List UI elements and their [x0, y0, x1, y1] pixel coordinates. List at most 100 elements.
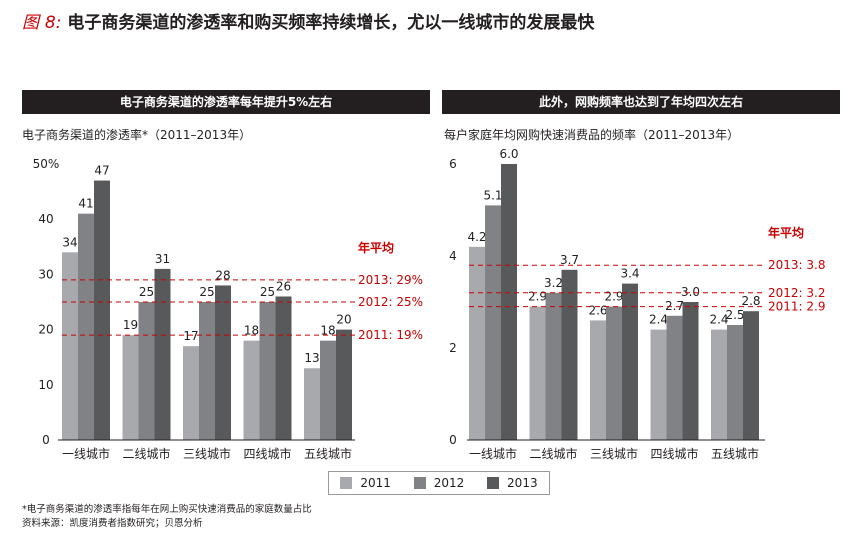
penetration-value-label: 18 [244, 324, 259, 338]
penetration-category-label: 二线城市 [122, 446, 170, 461]
legend-item-2011: 2011 [340, 476, 391, 490]
frequency-value-label: 3.7 [560, 253, 579, 267]
right-panel-header: 此外，网购频率也达到了年均四次左右 [442, 90, 840, 114]
penetration-category-label: 四线城市 [243, 446, 291, 461]
penetration-value-label: 26 [276, 279, 291, 293]
frequency-value-label: 3.2 [544, 276, 563, 290]
penetration-y-tick-label: 20 [38, 323, 53, 337]
legend-label-2011: 2011 [360, 476, 391, 490]
frequency-category-label: 四线城市 [650, 446, 698, 461]
frequency-value-label: 4.2 [467, 230, 486, 244]
penetration-average-title: 年平均 [358, 240, 394, 255]
legend-swatch-2013 [487, 477, 500, 489]
frequency-bar-2012-2 [545, 292, 562, 440]
frequency-bar-2011-5 [711, 329, 727, 440]
legend-swatch-2011 [340, 477, 353, 489]
penetration-y-tick-label: 10 [38, 378, 53, 392]
frequency-average-title: 年平均 [768, 225, 804, 240]
frequency-value-label: 2.7 [665, 299, 684, 313]
frequency-average-label: 2012: 3.2 [768, 286, 825, 300]
penetration-bar-2011-4 [243, 340, 260, 440]
figure-prefix: 图 [22, 13, 39, 33]
frequency-category-label: 五线城市 [711, 446, 759, 461]
penetration-value-label: 20 [336, 313, 351, 327]
penetration-value-label: 41 [78, 197, 93, 211]
frequency-bar-2012-5 [727, 325, 743, 440]
penetration-bar-chart: 01020304050%344147一线城市192531二线城市172528三线… [33, 157, 423, 461]
frequency-average-label: 2011: 2.9 [768, 300, 825, 314]
penetration-value-label: 28 [215, 268, 230, 282]
legend-label-2013: 2013 [507, 476, 538, 490]
footnote-definition: *电子商务渠道的渗透率指每年在网上购买快速消费品的家庭数量占比 [22, 504, 312, 515]
frequency-bar-2013-4 [682, 302, 699, 440]
frequency-bar-2013-3 [622, 283, 638, 440]
frequency-bar-2012-3 [606, 306, 622, 440]
frequency-value-label: 2.9 [604, 290, 623, 304]
penetration-bar-2013-4 [275, 296, 292, 440]
frequency-category-label: 三线城市 [590, 446, 638, 461]
penetration-y-tick-label: 30 [38, 267, 53, 281]
frequency-value-label: 2.4 [649, 313, 668, 327]
penetration-bar-2012-1 [78, 213, 94, 440]
footnote-source: 资料来源：凯度消费者指数研究；贝恩分析 [22, 518, 203, 529]
penetration-value-label: 25 [260, 285, 275, 299]
penetration-average-label: 2011: 19% [358, 328, 423, 342]
frequency-bar-2011-2 [529, 306, 546, 440]
frequency-category-label: 二线城市 [529, 446, 577, 461]
penetration-value-label: 18 [320, 324, 335, 338]
frequency-bar-2013-5 [743, 311, 759, 440]
frequency-bar-2011-1 [469, 246, 485, 440]
figure-title-text: 电子商务渠道的渗透率和购买频率持续增长，尤以一线城市的发展最快 [67, 13, 595, 33]
penetration-category-label: 一线城市 [62, 446, 110, 461]
penetration-value-label: 25 [199, 285, 214, 299]
penetration-value-label: 19 [123, 318, 138, 332]
penetration-value-label: 25 [139, 285, 154, 299]
legend-swatch-2012 [413, 477, 426, 489]
frequency-value-label: 2.5 [725, 308, 744, 322]
frequency-value-label: 2.6 [588, 303, 607, 317]
penetration-value-label: 17 [183, 329, 198, 343]
penetration-bar-2012-2 [138, 302, 155, 440]
penetration-bar-2011-1 [62, 252, 78, 440]
frequency-bar-2012-1 [485, 205, 501, 440]
frequency-average-label: 2013: 3.8 [768, 258, 825, 272]
frequency-bar-2012-4 [666, 315, 683, 440]
left-panel-header: 电子商务渠道的渗透率每年提升5%左右 [22, 90, 430, 114]
footnote: *电子商务渠道的渗透率指每年在网上购买快速消费品的家庭数量占比 资料来源：凯度消… [22, 503, 312, 531]
frequency-y-tick-label: 2 [449, 341, 457, 355]
penetration-bar-2011-3 [183, 346, 199, 440]
penetration-value-label: 13 [304, 351, 319, 365]
chart-legend: 2011 2012 2013 [328, 471, 550, 495]
penetration-category-label: 五线城市 [304, 446, 352, 461]
penetration-bar-2013-5 [336, 329, 352, 440]
frequency-bar-2011-4 [650, 329, 667, 440]
legend-label-2012: 2012 [433, 476, 465, 490]
penetration-y-tick-label: 50% [33, 157, 60, 171]
right-chart-subtitle: 每户家庭年均网购快速消费品的频率（2011–2013年） [444, 128, 740, 142]
penetration-value-label: 34 [62, 235, 77, 249]
penetration-average-label: 2013: 29% [358, 273, 423, 287]
penetration-bar-2011-5 [304, 368, 320, 440]
frequency-y-tick-label: 4 [449, 249, 457, 263]
figure-number: 8: [44, 13, 62, 33]
frequency-value-label: 2.4 [709, 313, 728, 327]
penetration-bar-2013-1 [94, 180, 110, 440]
penetration-value-label: 47 [94, 164, 109, 178]
penetration-average-label: 2012: 25% [358, 295, 423, 309]
penetration-bar-2012-3 [199, 302, 215, 440]
penetration-bar-2012-4 [259, 302, 276, 440]
penetration-category-label: 三线城市 [183, 446, 231, 461]
penetration-bar-2013-2 [154, 268, 171, 440]
frequency-bar-2013-2 [561, 269, 578, 440]
frequency-value-label: 6.0 [499, 147, 518, 161]
penetration-y-tick-label: 40 [38, 212, 53, 226]
frequency-value-label: 3.0 [681, 285, 700, 299]
frequency-value-label: 2.9 [528, 290, 547, 304]
frequency-category-label: 一线城市 [469, 446, 517, 461]
penetration-bar-2012-5 [320, 340, 336, 440]
left-chart-subtitle: 电子商务渠道的渗透率*（2011–2013年） [22, 128, 252, 142]
penetration-y-tick-label: 0 [42, 433, 50, 447]
frequency-bar-2013-1 [501, 164, 517, 440]
frequency-value-label: 5.1 [483, 188, 502, 202]
frequency-value-label: 2.8 [741, 294, 760, 308]
